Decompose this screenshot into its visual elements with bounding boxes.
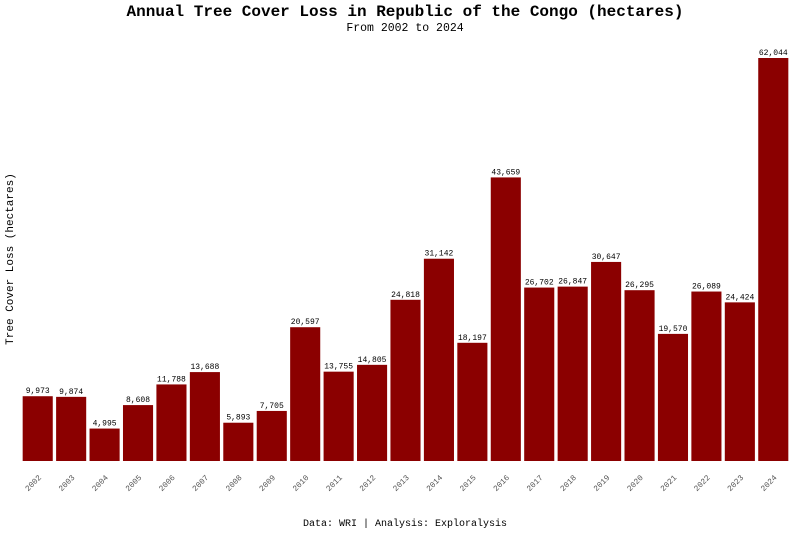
- data-label-2018: 26,847: [558, 278, 587, 287]
- x-tick-label-2014: 2014: [425, 474, 445, 494]
- x-tick-label-2009: 2009: [258, 474, 278, 494]
- x-tick-label-2024: 2024: [759, 474, 779, 494]
- data-label-2012: 14,805: [358, 356, 387, 365]
- data-label-2019: 30,647: [592, 253, 621, 262]
- x-tick-label-2019: 2019: [592, 474, 612, 494]
- bar-2024: [758, 58, 789, 461]
- bar-2014: [423, 258, 454, 461]
- x-tick-label-2007: 2007: [191, 474, 211, 494]
- bar-2012: [357, 364, 388, 461]
- data-label-2005: 8,608: [126, 396, 150, 405]
- bar-2002: [22, 396, 53, 461]
- x-tick-label-2021: 2021: [659, 474, 679, 494]
- x-tick-label-2008: 2008: [225, 474, 245, 494]
- bar-2021: [657, 333, 689, 461]
- x-tick-label-2004: 2004: [91, 474, 111, 494]
- x-tick-label-2020: 2020: [626, 474, 646, 494]
- chart-subtitle: From 2002 to 2024: [346, 22, 463, 35]
- data-label-2022: 26,089: [692, 283, 721, 292]
- data-label-2017: 26,702: [525, 279, 554, 288]
- bar-2017: [524, 287, 555, 461]
- bar-2015: [457, 342, 488, 461]
- y-axis-label: Tree Cover Loss (hectares): [5, 173, 17, 345]
- data-label-2014: 31,142: [425, 250, 454, 259]
- data-label-2013: 24,818: [391, 291, 420, 300]
- data-label-2020: 26,295: [625, 281, 654, 290]
- data-label-2021: 19,570: [659, 325, 688, 334]
- x-tick-label-2016: 2016: [492, 474, 512, 494]
- x-tick-label-2011: 2011: [325, 474, 345, 494]
- x-tick-label-2022: 2022: [693, 474, 713, 494]
- data-label-2015: 18,197: [458, 334, 487, 343]
- chart-title: Annual Tree Cover Loss in Republic of th…: [127, 3, 684, 21]
- bar-2010: [290, 327, 321, 461]
- x-tick-labels-layer: 2002 2003 2004 2005 2006 2007 2008 2009 2010 2011…: [24, 474, 780, 494]
- x-tick-label-2010: 2010: [291, 474, 311, 494]
- data-label-2007: 13,688: [190, 363, 219, 372]
- bar-2019: [591, 261, 622, 461]
- bars-layer: [22, 58, 789, 462]
- x-tick-label-2003: 2003: [57, 474, 77, 494]
- chart-caption: Data: WRI | Analysis: Exploralysis: [303, 518, 507, 530]
- x-tick-label-2013: 2013: [392, 474, 412, 494]
- x-tick-label-2012: 2012: [358, 474, 378, 494]
- x-tick-label-2005: 2005: [124, 474, 144, 494]
- bar-2003: [56, 396, 87, 461]
- data-label-2004: 4,995: [93, 420, 117, 429]
- bar-2023: [724, 302, 755, 461]
- bar-2011: [323, 371, 354, 461]
- data-label-2024: 62,044: [759, 49, 788, 58]
- x-tick-label-2002: 2002: [24, 474, 44, 494]
- data-label-2023: 24,424: [725, 293, 754, 302]
- data-label-2009: 7,705: [260, 402, 284, 411]
- data-label-2006: 11,788: [157, 375, 186, 384]
- data-label-2010: 20,597: [291, 318, 320, 327]
- data-labels-layer: 9,973 9,874 4,995 8,608 11,788 13,688 5,893 7,7…: [26, 49, 788, 429]
- data-label-2002: 9,973: [26, 387, 50, 396]
- x-tick-label-2006: 2006: [158, 474, 178, 494]
- bar-2006: [156, 384, 187, 461]
- data-label-2016: 43,659: [491, 168, 520, 177]
- data-label-2008: 5,893: [226, 414, 250, 423]
- x-tick-label-2017: 2017: [525, 474, 545, 494]
- bar-2004: [89, 428, 120, 461]
- x-tick-label-2018: 2018: [559, 474, 579, 494]
- bar-2020: [624, 290, 655, 461]
- bar-2007: [189, 372, 220, 461]
- data-label-2011: 13,755: [324, 363, 353, 372]
- x-tick-label-2023: 2023: [726, 474, 746, 494]
- bar-2022: [691, 291, 722, 461]
- bar-2018: [557, 286, 588, 461]
- bar-2009: [256, 410, 287, 461]
- bar-2016: [490, 177, 521, 462]
- bar-2008: [223, 422, 254, 461]
- data-label-2003: 9,874: [59, 388, 83, 397]
- bar-2005: [122, 405, 154, 461]
- bar-2013: [390, 299, 421, 461]
- x-tick-label-2015: 2015: [459, 474, 479, 494]
